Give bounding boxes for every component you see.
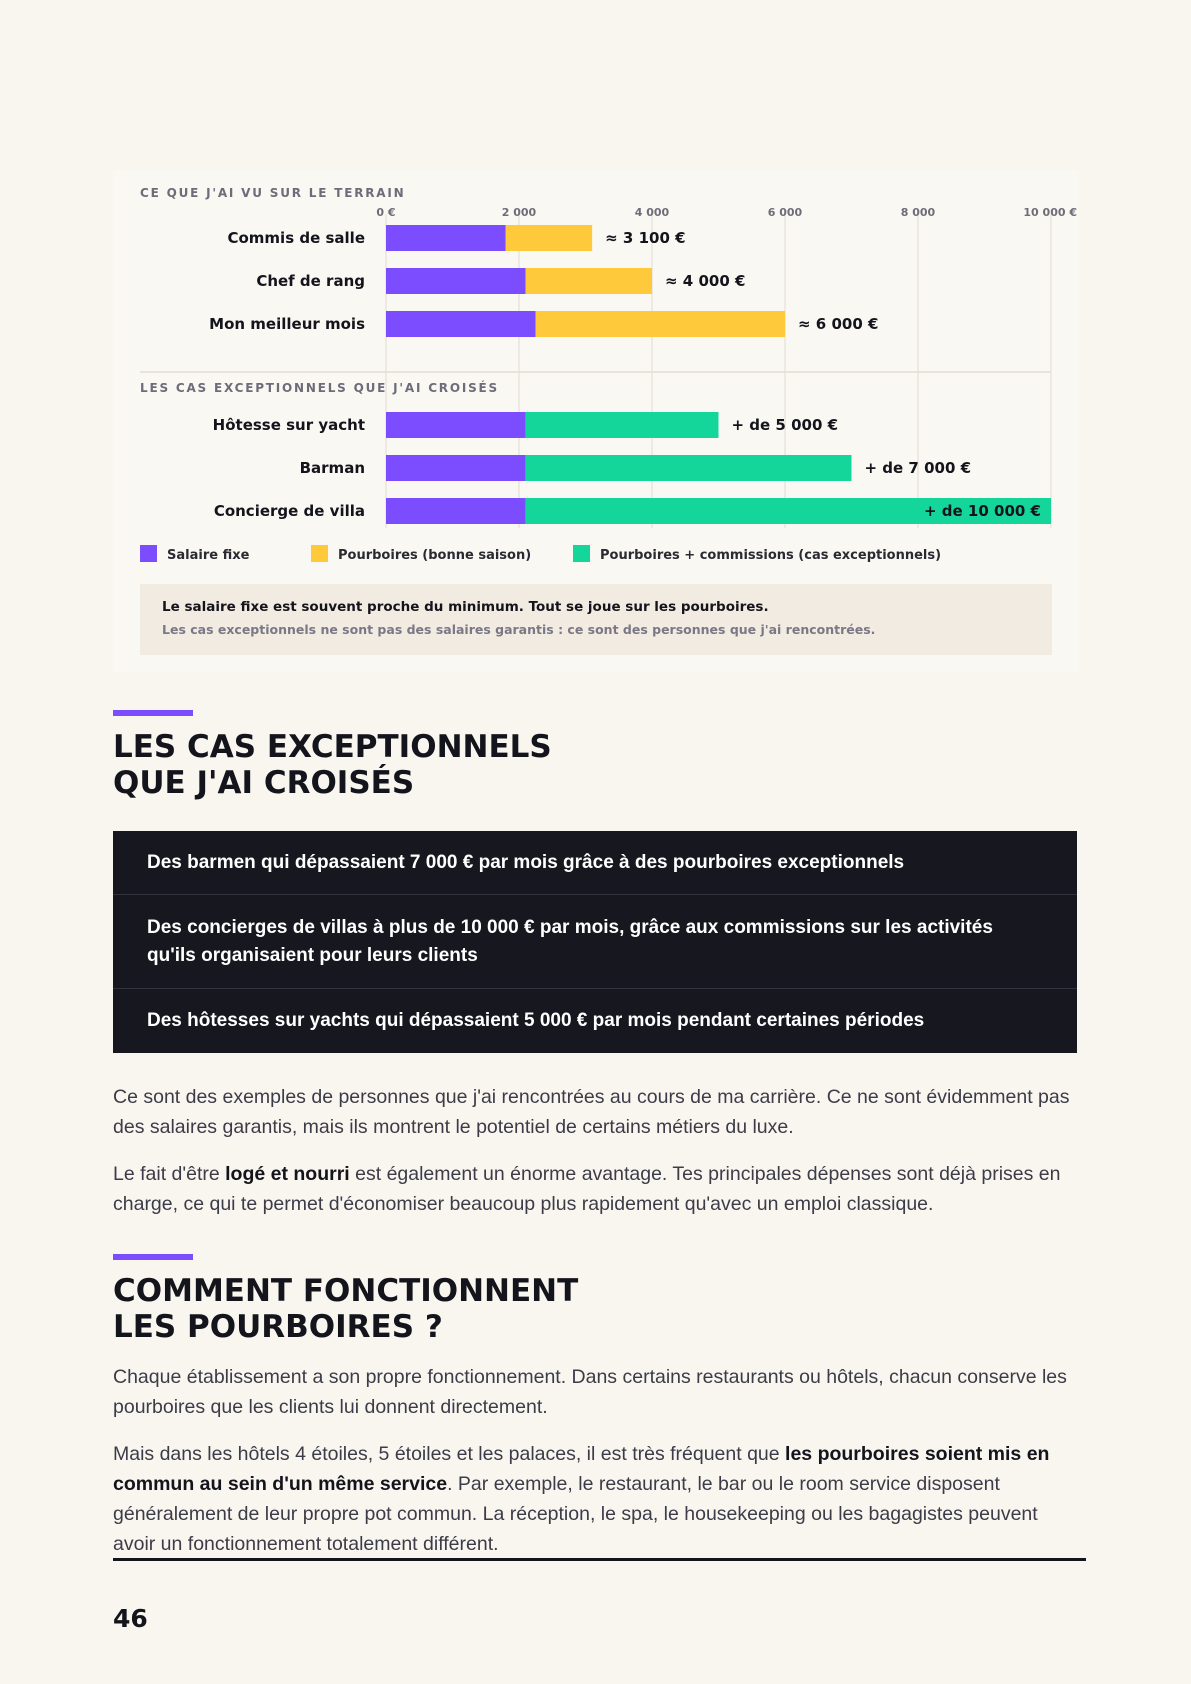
section-title-line: LES CAS EXCEPTIONNELS (113, 729, 552, 765)
bold-text: les pourboires soient mis en commun au s… (113, 1443, 1050, 1495)
page-number: 46 (113, 1604, 148, 1633)
paragraph: Chaque établissement a son propre foncti… (113, 1366, 1067, 1418)
legend-label: Pourboires (bonne saison) (338, 548, 531, 563)
salary-bar-chart: 0 € 2 000 4 000 6 000 8 000 10 000 € CE QUE J'… (140, 186, 1077, 563)
legend-label: Salaire fixe (167, 548, 250, 563)
category-label: Hôtesse sur yacht (213, 416, 365, 434)
list-item: Des barmen qui dépassaient 7 000 € par m… (113, 831, 1077, 895)
category-label: Mon meilleur mois (209, 315, 365, 333)
bar-commissions (525, 498, 1051, 524)
chart-note: Le salaire fixe est souvent proche du mi… (140, 584, 1052, 655)
bar-pourboires (535, 311, 785, 337)
paragraph: Le fait d'être logé et nourri est égalem… (113, 1163, 1061, 1215)
bar-salaire-fixe (386, 225, 506, 251)
legend-label: Pourboires + commissions (cas exceptionn… (600, 548, 941, 563)
data-label: ≈ 3 100 € (605, 229, 685, 247)
x-tick-label: 10 000 € (1023, 206, 1077, 219)
bar-pourboires (505, 225, 593, 251)
section-accent-bar (113, 1254, 193, 1260)
bar-salaire-fixe (386, 498, 526, 524)
paragraph: Ce sont des exemples de personnes que j'… (113, 1086, 1070, 1138)
bar-salaire-fixe (386, 455, 526, 481)
data-label: ≈ 6 000 € (798, 315, 878, 333)
x-tick-label: 0 € (376, 206, 395, 219)
bottom-rule (113, 1558, 1086, 1561)
data-label: + de 10 000 € (924, 502, 1041, 520)
bar-salaire-fixe (386, 268, 526, 294)
bar-salaire-fixe (386, 311, 536, 337)
category-label: Concierge de villa (214, 502, 365, 520)
list-item: Des hôtesses sur yachts qui dépassaient … (147, 1010, 925, 1031)
chart-note-sub: Les cas exceptionnels ne sont pas des sa… (162, 622, 876, 637)
data-label: ≈ 4 000 € (665, 272, 745, 290)
data-label: + de 5 000 € (732, 416, 839, 434)
bar-commissions (525, 455, 852, 481)
x-tick-label: 4 000 (635, 206, 670, 219)
category-label: Barman (300, 459, 365, 477)
list-item: Des concierges de villas à plus de 10 00… (113, 895, 1077, 989)
legend-swatch (140, 545, 157, 562)
section-title-tips: COMMENT FONCTIONNENT LES POURBOIRES ? (113, 1273, 578, 1345)
legend-swatch (311, 545, 328, 562)
salary-chart-card: 0 € 2 000 4 000 6 000 8 000 10 000 € CE QUE J'… (113, 170, 1079, 672)
bar-commissions (525, 412, 719, 438)
bar-salaire-fixe (386, 412, 526, 438)
paragraph: Mais dans les hôtels 4 étoiles, 5 étoile… (113, 1443, 1050, 1555)
section-title-line: LES POURBOIRES ? (113, 1309, 443, 1345)
legend-swatch (573, 545, 590, 562)
x-tick-label: 2 000 (502, 206, 537, 219)
category-label: Commis de salle (227, 229, 365, 247)
bold-text: logé et nourri (225, 1163, 350, 1185)
data-label: + de 7 000 € (865, 459, 972, 477)
section-title-exceptional-cases: LES CAS EXCEPTIONNELS QUE J'AI CROISÉS (113, 729, 552, 801)
section-title-line: COMMENT FONCTIONNENT (113, 1273, 579, 1309)
section-accent-bar (113, 710, 193, 716)
x-tick-label: 6 000 (768, 206, 803, 219)
x-tick-label: 8 000 (901, 206, 936, 219)
chart-group-title: CE QUE J'AI VU SUR LE TERRAIN (140, 186, 405, 200)
chart-note-main: Le salaire fixe est souvent proche du mi… (162, 599, 769, 615)
bar-pourboires (525, 268, 652, 294)
section-title-line: QUE J'AI CROISÉS (113, 765, 415, 801)
exceptional-cases-list: Des barmen qui dépassaient 7 000 € par m… (113, 831, 1077, 1053)
chart-group-title: LES CAS EXCEPTIONNELS QUE J'AI CROISÉS (140, 380, 499, 395)
category-label: Chef de rang (256, 272, 365, 290)
